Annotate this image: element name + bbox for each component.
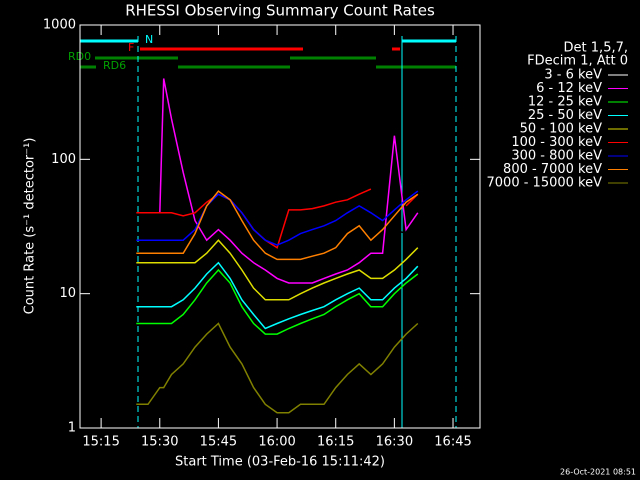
legend-label: 6 - 12 keV	[536, 81, 602, 96]
y-tick-label: 10	[59, 286, 76, 301]
x-tick-label: 15:45	[200, 435, 237, 450]
plot-frame	[79, 24, 481, 429]
x-tick-label: 16:00	[258, 435, 295, 450]
flag-label: RD6	[103, 59, 126, 72]
y-tick-label: 1	[68, 421, 76, 436]
series-line	[136, 239, 419, 301]
legend-label: 800 - 7000 keV	[503, 162, 602, 177]
legend-label: 50 - 100 keV	[520, 122, 603, 137]
legend-label: 25 - 50 keV	[528, 108, 602, 123]
legend-label: 3 - 6 keV	[544, 68, 602, 83]
flag-label: N	[145, 33, 153, 46]
x-axis-title: Start Time (03-Feb-16 15:11:42)	[175, 455, 385, 470]
series-line	[136, 190, 419, 261]
y-tick-label: 100	[51, 152, 76, 167]
series-line	[136, 268, 419, 335]
legend-label: 100 - 300 keV	[511, 135, 602, 150]
y-tick-label: 1000	[43, 18, 76, 33]
legend-header: Det 1,5,7,	[564, 41, 628, 56]
y-axis-title: Count Rate (s⁻¹ detector⁻¹)	[23, 138, 38, 315]
chart-title: RHESSI Observing Summary Count Rates	[125, 2, 435, 20]
x-tick-label: 15:30	[141, 435, 178, 450]
x-tick-label: 15:15	[82, 435, 119, 450]
flag-label: F	[128, 41, 134, 54]
series-line	[159, 78, 419, 284]
legend-label: 7000 - 15000 keV	[487, 176, 603, 191]
series-line	[136, 322, 419, 414]
footer: 26-Oct-2021 08:51	[560, 468, 636, 477]
series-line	[136, 190, 419, 246]
x-tick-label: 16:15	[317, 435, 354, 450]
legend-header: FDecim 1, Att 0	[527, 54, 628, 69]
series-line	[136, 95, 419, 242]
x-tick-label: 16:45	[434, 435, 471, 450]
series-line	[136, 261, 419, 330]
series-line	[136, 188, 419, 249]
legend-label: 300 - 800 keV	[511, 149, 602, 164]
x-tick-label: 16:30	[376, 435, 413, 450]
legend-label: 12 - 25 keV	[528, 95, 602, 110]
